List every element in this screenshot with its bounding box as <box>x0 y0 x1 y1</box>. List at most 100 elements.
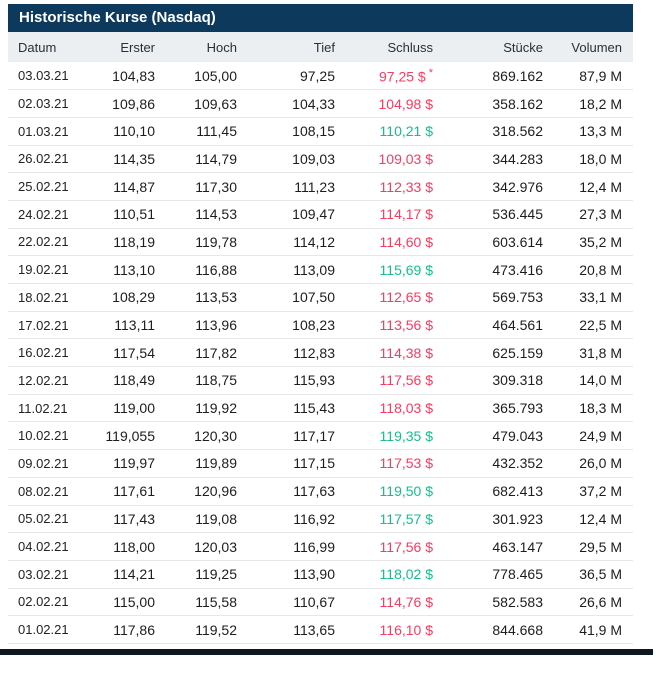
table-body: 03.03.21 104,83 105,00 97,25 97,25 $ * 869.162… <box>8 62 633 644</box>
close-value: 114,76 $ <box>379 593 433 610</box>
high-cell: 105,00 <box>155 62 237 91</box>
table-row: 03.03.21 104,83 105,00 97,25 97,25 $ * 869.162… <box>8 62 633 91</box>
close-value: 113,56 $ <box>379 317 433 334</box>
volume-cell: 18,0 M <box>543 145 633 174</box>
open-cell: 117,43 <box>98 505 155 534</box>
shares-cell: 309.318 <box>433 366 543 395</box>
column-header-erster: Erster <box>98 32 155 62</box>
low-cell: 116,92 <box>237 505 335 534</box>
low-cell: 117,17 <box>237 421 335 451</box>
high-cell: 114,53 <box>155 200 237 229</box>
open-cell: 115,00 <box>98 588 155 617</box>
column-header-tief: Tief <box>237 32 335 62</box>
volume-cell: 41,9 M <box>543 615 633 644</box>
low-cell: 109,47 <box>237 200 335 229</box>
close-cell: 110,21 $ <box>335 117 433 146</box>
low-cell: 117,15 <box>237 449 335 478</box>
shares-cell: 625.159 <box>433 338 543 368</box>
high-cell: 118,75 <box>155 366 237 395</box>
prices-table: Datum Erster Hoch Tief Schluss Stücke Volumen … <box>8 32 633 644</box>
table-row: 09.02.21 119,97 119,89 117,15 117,53 $432.35… <box>8 449 633 478</box>
column-header-hoch: Hoch <box>155 32 237 62</box>
date-cell: 01.02.21 <box>8 615 98 644</box>
shares-cell: 603.614 <box>433 228 543 257</box>
table-row: 11.02.21 119,00 119,92 115,43 118,03 $365.79… <box>8 394 633 423</box>
close-cell: 97,25 $ * <box>335 62 433 91</box>
table-row: 02.03.21 109,86 109,63 104,33 104,98 $358.16… <box>8 89 633 118</box>
volume-cell: 12,4 M <box>543 172 633 201</box>
high-cell: 113,96 <box>155 311 237 340</box>
close-cell: 119,50 $ <box>335 477 433 506</box>
low-cell: 111,23 <box>237 172 335 201</box>
open-cell: 118,49 <box>98 366 155 395</box>
close-cell: 112,33 $ <box>335 172 433 201</box>
open-cell: 113,11 <box>98 311 155 340</box>
high-cell: 119,89 <box>155 449 237 478</box>
date-cell: 02.02.21 <box>8 588 98 617</box>
close-value: 97,25 $ <box>379 68 426 85</box>
shares-cell: 844.668 <box>433 615 543 644</box>
shares-cell: 536.445 <box>433 200 543 229</box>
date-cell: 04.02.21 <box>8 532 98 561</box>
table-row: 02.02.21 115,00 115,58 110,67 114,76 $582.58… <box>8 588 633 617</box>
volume-cell: 24,9 M <box>543 421 633 451</box>
date-cell: 10.02.21 <box>8 421 98 451</box>
high-cell: 119,92 <box>155 394 237 423</box>
low-cell: 109,03 <box>237 145 335 174</box>
table-row: 18.02.21 108,29 113,53 107,50 112,65 $569.75… <box>8 283 633 312</box>
volume-cell: 20,8 M <box>543 255 633 284</box>
high-cell: 117,30 <box>155 172 237 201</box>
low-cell: 104,33 <box>237 89 335 118</box>
date-cell: 17.02.21 <box>8 311 98 340</box>
volume-cell: 87,9 M <box>543 62 633 91</box>
low-cell: 110,67 <box>237 588 335 617</box>
open-cell: 118,00 <box>98 532 155 561</box>
close-value: 117,56 $ <box>379 372 433 389</box>
date-cell: 24.02.21 <box>8 200 98 229</box>
table-row: 19.02.21 113,10 116,88 113,09 115,69 $473.41… <box>8 255 633 284</box>
open-cell: 117,54 <box>98 338 155 368</box>
open-cell: 114,21 <box>98 560 155 589</box>
low-cell: 108,15 <box>237 117 335 146</box>
open-cell: 108,29 <box>98 283 155 312</box>
open-cell: 117,61 <box>98 477 155 506</box>
table-head: Datum Erster Hoch Tief Schluss Stücke Volumen <box>8 32 633 62</box>
close-value: 117,56 $ <box>379 538 433 555</box>
column-header-stuecke: Stücke <box>433 32 543 62</box>
date-cell: 22.02.21 <box>8 228 98 257</box>
date-cell: 18.02.21 <box>8 283 98 312</box>
table-row: 10.02.21 119,055 120,30 117,17 119,35 $479.0… <box>8 421 633 451</box>
high-cell: 111,45 <box>155 117 237 146</box>
date-cell: 03.03.21 <box>8 62 98 91</box>
open-cell: 110,10 <box>98 117 155 146</box>
table-row: 26.02.21 114,35 114,79 109,03 109,03 $344.28… <box>8 145 633 174</box>
close-value: 110,21 $ <box>379 123 433 140</box>
open-cell: 119,00 <box>98 394 155 423</box>
close-value: 114,17 $ <box>379 206 433 223</box>
close-cell: 118,03 $ <box>335 394 433 423</box>
table-row: 22.02.21 118,19 119,78 114,12 114,60 $603.61… <box>8 228 633 257</box>
close-value: 118,03 $ <box>379 400 433 417</box>
table-row: 08.02.21 117,61 120,96 117,63 119,50 $682.41… <box>8 477 633 506</box>
close-value: 114,60 $ <box>379 233 433 250</box>
low-cell: 113,90 <box>237 560 335 589</box>
close-cell: 117,56 $ <box>335 366 433 395</box>
close-value: 119,35 $ <box>379 427 433 444</box>
open-cell: 109,86 <box>98 89 155 118</box>
table-row: 03.02.21 114,21 119,25 113,90 118,02 $778.46… <box>8 560 633 589</box>
close-cell: 114,38 $ <box>335 338 433 368</box>
date-cell: 09.02.21 <box>8 449 98 478</box>
close-value: 112,65 $ <box>379 289 433 306</box>
date-cell: 02.03.21 <box>8 89 98 118</box>
footnote-marker: * <box>428 66 433 79</box>
volume-cell: 18,2 M <box>543 89 633 118</box>
close-value: 109,03 $ <box>378 150 434 167</box>
date-cell: 08.02.21 <box>8 477 98 506</box>
close-cell: 114,76 $ <box>335 588 433 617</box>
table-row: 16.02.21 117,54 117,82 112,83 114,38 $625.15… <box>8 338 633 368</box>
close-cell: 117,56 $ <box>335 532 433 561</box>
close-cell: 115,69 $ <box>335 255 433 284</box>
high-cell: 120,30 <box>155 421 237 451</box>
volume-cell: 26,6 M <box>543 588 633 617</box>
high-cell: 116,88 <box>155 255 237 284</box>
